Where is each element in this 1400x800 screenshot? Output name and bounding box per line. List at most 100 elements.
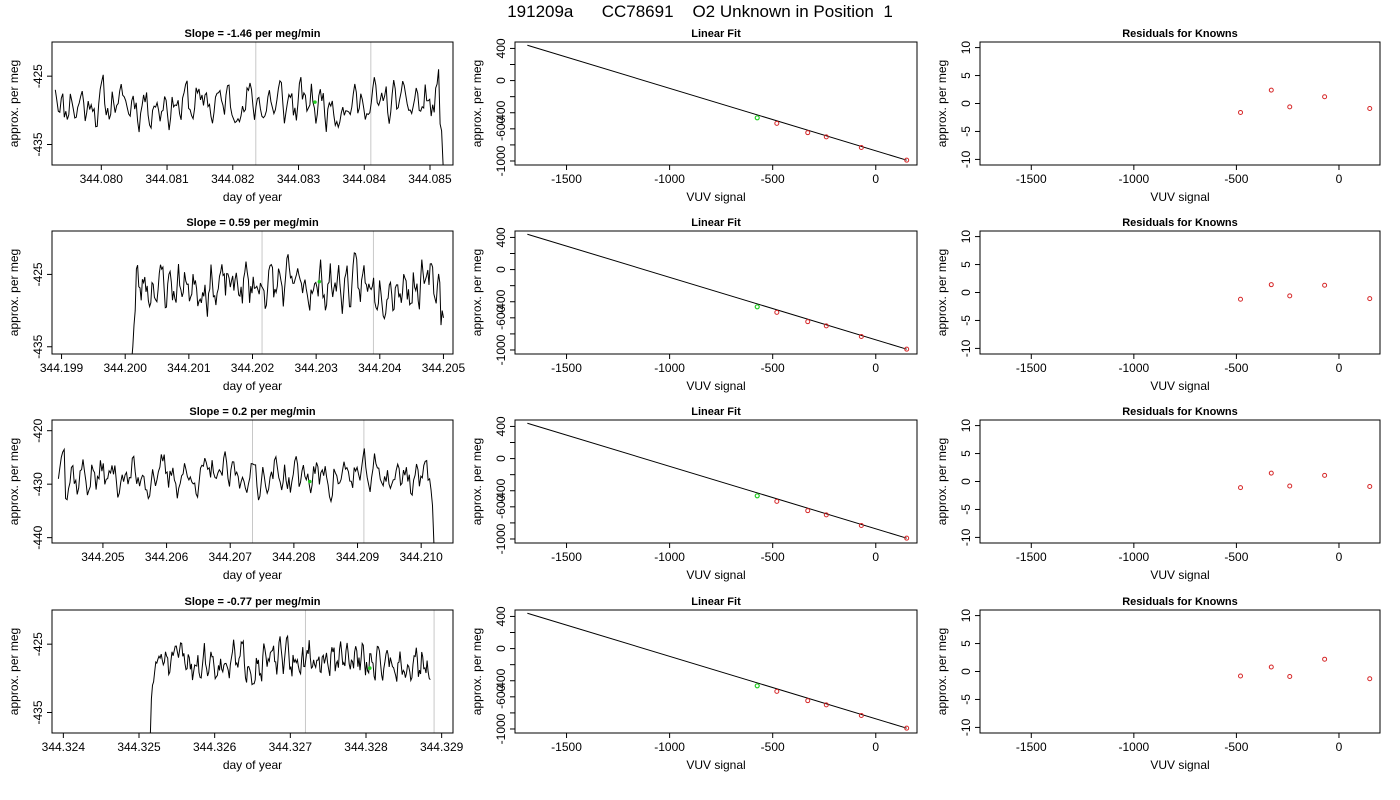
y-axis-label: approx. per meg	[470, 438, 484, 525]
x-tick-label: 0	[872, 740, 879, 754]
x-tick-label: 344.201	[167, 361, 211, 375]
plot-area	[527, 233, 910, 352]
known-point	[858, 144, 864, 150]
known-point	[823, 512, 829, 518]
residual-point	[1238, 485, 1244, 491]
y-tick-label: -400	[494, 289, 508, 313]
plot-area	[131, 231, 444, 354]
residual-point	[1238, 109, 1244, 115]
known-point	[805, 319, 811, 325]
plot-frame	[979, 230, 1381, 355]
panel-title: Linear Fit	[691, 406, 741, 418]
residual-point	[1287, 483, 1293, 489]
y-tick-label: -600	[494, 684, 508, 708]
x-tick-label: -500	[1224, 172, 1248, 186]
residual-point	[1322, 472, 1328, 478]
x-tick-label: 344.327	[269, 740, 313, 754]
x-axis-label: day of year	[223, 190, 282, 204]
x-axis-label: VUV signal	[1150, 758, 1209, 772]
y-tick-label: 5	[959, 450, 973, 457]
plot-frame	[514, 609, 918, 734]
known-point	[823, 134, 829, 140]
residual-point	[1268, 87, 1274, 93]
y-tick-label: -425	[31, 64, 45, 88]
y-tick-label: -1000	[494, 523, 508, 554]
x-tick-label: -500	[761, 172, 785, 186]
y-axis-label: approx. per meg	[470, 249, 484, 336]
x-tick-label: -1500	[551, 361, 582, 375]
y-tick-label: -435	[31, 334, 45, 358]
x-tick-label: 0	[1336, 172, 1343, 186]
y-tick-label: -5	[959, 504, 973, 515]
x-axis-label: VUV signal	[1150, 379, 1209, 393]
x-tick-label: -500	[761, 550, 785, 564]
y-tick-label: -600	[494, 305, 508, 329]
y-axis-label: approx. per meg	[7, 628, 21, 715]
x-axis-label: VUV signal	[686, 379, 745, 393]
x-tick-label: -1500	[1016, 740, 1047, 754]
x-tick-label: -1500	[551, 550, 582, 564]
panel-title: Residuals for Knowns	[1122, 217, 1238, 229]
residual-point	[1238, 296, 1244, 302]
y-tick-label: -10	[959, 528, 973, 546]
plot-frame	[514, 230, 918, 355]
plot-area	[527, 44, 910, 163]
plot-area	[149, 610, 435, 733]
plot-frame	[514, 41, 918, 166]
y-tick-label: -400	[494, 478, 508, 502]
y-tick-label: 0	[959, 100, 973, 107]
x-tick-label: 344.082	[211, 172, 255, 186]
known-point	[805, 130, 811, 136]
residual-point	[1287, 293, 1293, 299]
x-tick-label: -1500	[1016, 172, 1047, 186]
x-tick-label: -500	[1224, 740, 1248, 754]
plot-area	[527, 612, 910, 731]
y-tick-label: -435	[31, 700, 45, 724]
x-tick-label: -1500	[551, 740, 582, 754]
row4-time-series: 344.324 344.325 344.326 344.327 344.328 344.3…	[7, 596, 464, 772]
y-tick-label: 0	[494, 455, 508, 462]
y-tick-label: 10	[959, 609, 973, 623]
x-tick-label: 344.202	[231, 361, 275, 375]
y-axis-label: approx. per meg	[470, 60, 484, 147]
time-series-line	[131, 252, 444, 354]
y-tick-label: 0	[959, 478, 973, 485]
x-tick-label: -1000	[654, 740, 685, 754]
x-tick-label: 0	[1336, 361, 1343, 375]
known-point	[774, 120, 780, 126]
x-tick-label: -1500	[1016, 550, 1047, 564]
unknown-point	[754, 304, 760, 310]
y-tick-label: -10	[959, 339, 973, 357]
panel-title: Slope = -0.77 per meg/min	[184, 596, 320, 608]
y-tick-label: 10	[959, 41, 973, 55]
y-axis-label: approx. per meg	[935, 438, 949, 525]
y-tick-label: -400	[494, 100, 508, 124]
y-tick-label: 5	[959, 640, 973, 647]
y-tick-label: 0	[494, 77, 508, 84]
plot-frame	[979, 419, 1381, 544]
known-point	[805, 698, 811, 704]
known-point	[858, 522, 864, 528]
plot-area	[54, 42, 444, 165]
x-tick-label: 0	[872, 172, 879, 186]
row2-residuals: -1500 -1000 -500 0 10 5 0 -5 -10 Residuals for Kn…	[935, 217, 1381, 393]
residual-point	[1238, 673, 1244, 679]
y-tick-label: -10	[959, 718, 973, 736]
panel-title: Slope = 0.59 per meg/min	[186, 217, 319, 229]
x-tick-label: 344.204	[358, 361, 402, 375]
x-tick-label: 344.199	[40, 361, 84, 375]
x-tick-label: -500	[1224, 361, 1248, 375]
panel-title: Linear Fit	[691, 217, 741, 229]
x-axis-label: day of year	[223, 758, 282, 772]
x-tick-label: -1000	[1118, 172, 1149, 186]
known-point	[904, 346, 910, 352]
x-axis-label: VUV signal	[686, 190, 745, 204]
known-point	[823, 323, 829, 329]
y-tick-label: -600	[494, 494, 508, 518]
x-tick-label: -500	[761, 740, 785, 754]
y-tick-label: 0	[959, 668, 973, 675]
x-tick-label: -1000	[1118, 550, 1149, 564]
known-point	[774, 309, 780, 315]
x-tick-label: 0	[1336, 740, 1343, 754]
row3-linear-fit: -1500 -1000 -500 0 -1000 -600-400 0 400 Linear F…	[470, 406, 918, 582]
